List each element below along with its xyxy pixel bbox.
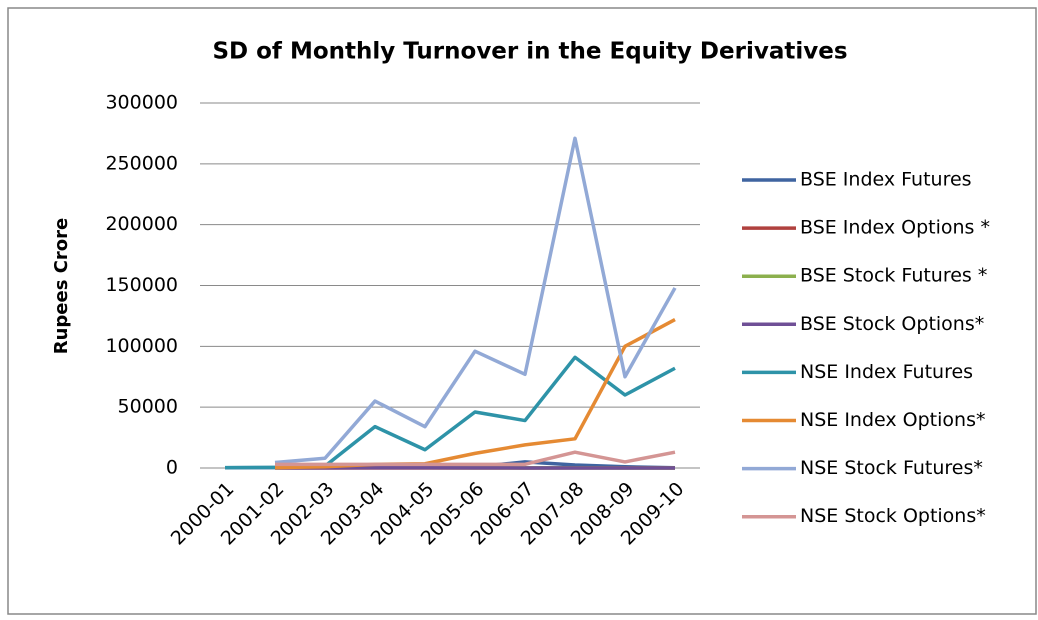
y-tick-label: 250000 xyxy=(105,152,178,174)
legend-label: BSE Index Options * xyxy=(800,217,990,239)
y-tick-label: 0 xyxy=(166,457,178,479)
legend-label: NSE Index Options* xyxy=(800,409,985,431)
legend-label: NSE Stock Futures* xyxy=(800,457,983,479)
legend-label: NSE Stock Options* xyxy=(800,505,986,527)
y-tick-label: 100000 xyxy=(105,335,178,357)
legend-label: NSE Index Futures xyxy=(800,361,973,383)
y-tick-label: 300000 xyxy=(105,92,178,114)
chart-title: SD of Monthly Turnover in the Equity Der… xyxy=(212,39,847,65)
y-tick-label: 50000 xyxy=(118,396,178,418)
legend-label: BSE Stock Futures * xyxy=(800,265,987,287)
y-tick-label: 150000 xyxy=(105,274,178,296)
y-tick-label: 200000 xyxy=(105,213,178,235)
y-axis-label: Rupees Crore xyxy=(51,218,72,355)
legend-label: BSE Index Futures xyxy=(800,169,972,191)
legend-label: BSE Stock Options* xyxy=(800,313,984,335)
